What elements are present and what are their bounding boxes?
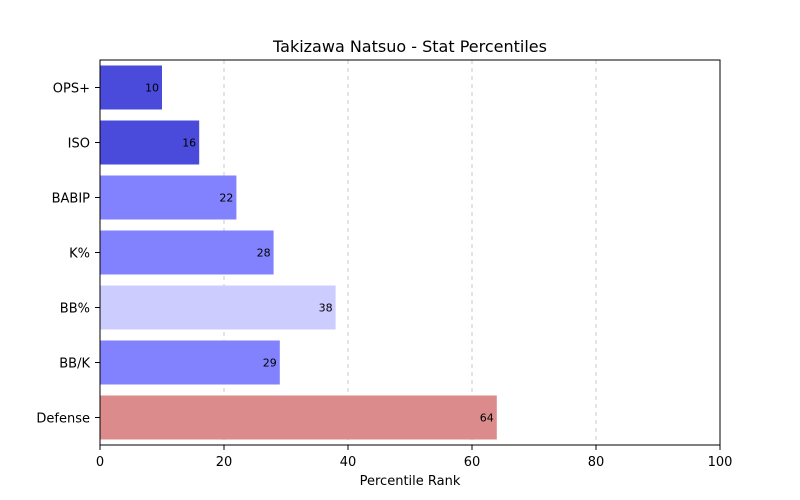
data-label: 28 <box>257 247 271 260</box>
chart-title: Takizawa Natsuo - Stat Percentiles <box>272 37 547 56</box>
bar <box>100 285 336 330</box>
x-tick-label: 0 <box>96 455 104 470</box>
bars <box>100 65 497 440</box>
bar <box>100 120 200 165</box>
data-label: 10 <box>145 82 159 95</box>
x-tick-label: 100 <box>708 455 733 470</box>
y-tick-label: BABIP <box>52 192 91 207</box>
bar <box>100 175 237 220</box>
y-tick-label: K% <box>69 247 90 262</box>
data-labels: 10 16 22 28 38 29 64 <box>145 82 494 425</box>
data-label: 29 <box>263 357 277 370</box>
x-axis-ticks: 0 20 40 60 80 100 <box>96 445 733 470</box>
data-label: 16 <box>182 137 196 150</box>
x-tick-label: 20 <box>216 455 233 470</box>
bar <box>100 65 162 110</box>
y-axis-ticks: OPS+ ISO BABIP K% BB% BB/K Defense <box>36 82 100 427</box>
x-tick-label: 80 <box>588 455 605 470</box>
y-tick-label: OPS+ <box>53 82 90 97</box>
bar <box>100 340 280 385</box>
data-label: 22 <box>219 192 233 205</box>
y-tick-label: BB% <box>60 302 90 317</box>
x-tick-label: 40 <box>340 455 357 470</box>
bar <box>100 230 274 275</box>
data-label: 64 <box>480 412 494 425</box>
x-axis-label: Percentile Rank <box>360 474 461 489</box>
bar <box>100 395 497 440</box>
y-tick-label: Defense <box>36 412 90 427</box>
data-label: 38 <box>319 302 333 315</box>
gridlines <box>223 60 597 445</box>
y-tick-label: BB/K <box>59 357 90 372</box>
x-tick-label: 60 <box>464 455 481 470</box>
y-tick-label: ISO <box>68 137 90 152</box>
